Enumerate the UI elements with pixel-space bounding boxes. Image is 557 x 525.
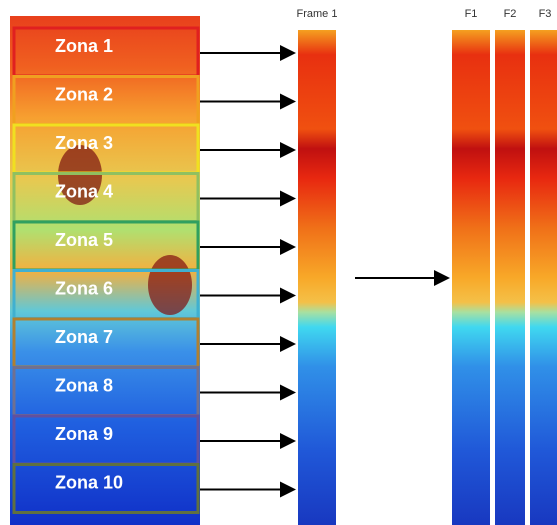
zone-label: Zona 9	[55, 424, 113, 444]
zone-label: Zona 8	[55, 375, 113, 395]
strip-label: F3	[539, 8, 552, 20]
zone-label: Zona 3	[55, 133, 113, 153]
frame-strip	[495, 30, 525, 525]
frame-label: Frame 1	[297, 8, 338, 20]
strip-label: F1	[465, 8, 478, 20]
strip-label: F2	[504, 8, 517, 20]
zone-label: Zona 2	[55, 84, 113, 104]
zone-label: Zona 4	[55, 181, 113, 201]
frame-strip	[452, 30, 490, 525]
diagram: Zona 1 Zona 2 Zona 3 Zona 4 Zona 5 Zona 6 Zona…	[0, 0, 557, 525]
frame-strip	[530, 30, 557, 525]
zone-label: Zona 1	[55, 36, 113, 56]
zone-label: Zona 7	[55, 327, 113, 347]
zone-label: Zona 6	[55, 278, 113, 298]
frame-strip	[298, 30, 336, 525]
zone-label: Zona 10	[55, 472, 123, 492]
hot-spot	[148, 255, 192, 315]
zone-label: Zona 5	[55, 230, 113, 250]
